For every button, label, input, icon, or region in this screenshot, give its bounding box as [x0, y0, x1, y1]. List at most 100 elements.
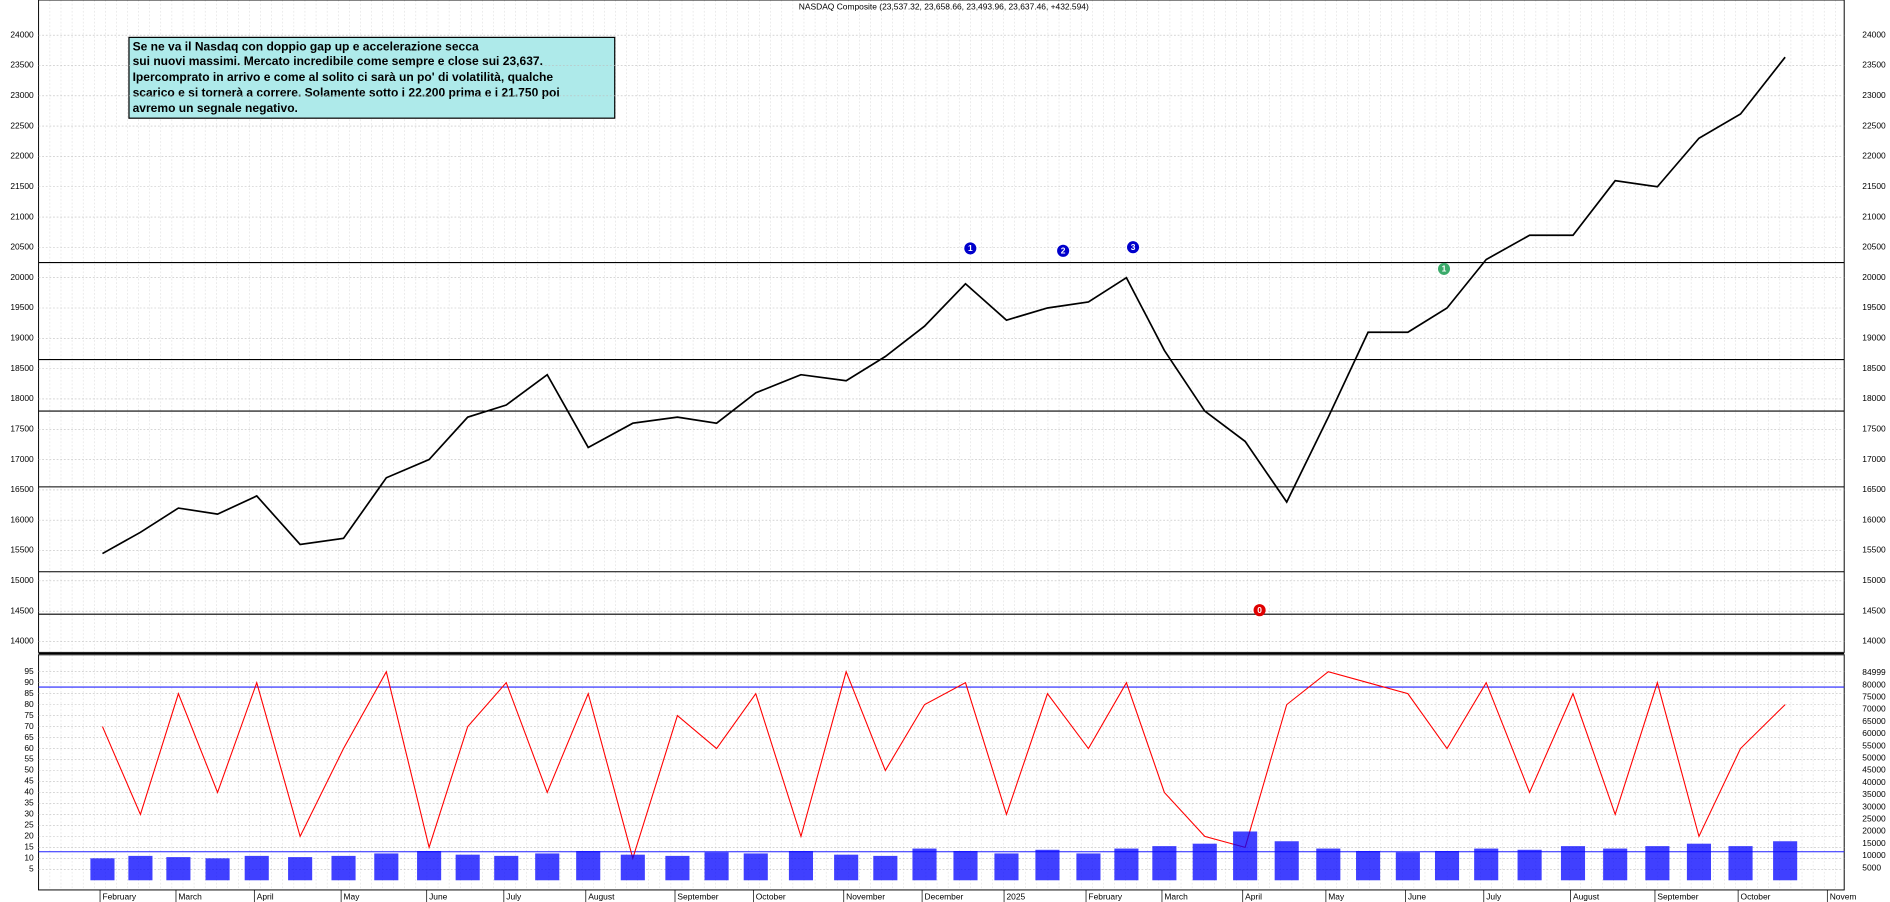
y-tick-label: 20500 [10, 242, 34, 252]
y-tick-label: 60 [24, 743, 34, 753]
y2-tick-label: 80000 [1862, 679, 1886, 689]
y-tick-label: 15 [24, 842, 34, 852]
y2-tick-label: 35000 [1862, 789, 1886, 799]
y-tick-label: 45 [24, 776, 34, 786]
volume-bar [576, 851, 601, 881]
y-tick-label: 15500 [10, 545, 34, 555]
y-tick-label: 14500 [1862, 605, 1886, 615]
y-tick-label: 14000 [1862, 636, 1886, 646]
annotation-line: Se ne va il Nasdaq con doppio gap up e a… [133, 40, 479, 54]
x-tick-label: May [344, 891, 361, 901]
volume-bar [331, 855, 356, 881]
y2-tick-label: 84999 [1862, 667, 1886, 677]
y-tick-label: 17000 [1862, 454, 1886, 464]
x-tick-label: 2025 [1006, 891, 1025, 901]
price-panel [38, 0, 1845, 653]
x-tick-label: July [506, 891, 522, 901]
marker-label: 3 [1131, 242, 1136, 252]
y-tick-label: 19500 [10, 302, 34, 312]
y-tick-label: 50 [24, 765, 34, 775]
annotation-line: avremo un segnale negativo. [133, 101, 298, 115]
y-tick-label: 19000 [10, 333, 34, 343]
y2-tick-label: 45000 [1862, 765, 1886, 775]
y2-tick-label: 65000 [1862, 716, 1886, 726]
y-tick-label: 21500 [1862, 181, 1886, 191]
volume-bar [953, 851, 978, 881]
y-tick-label: 25 [24, 820, 34, 830]
y-tick-label: 21500 [10, 181, 34, 191]
volume-bar [535, 853, 560, 881]
marker [1253, 604, 1266, 617]
volume-bar [1274, 841, 1299, 881]
y-tick-label: 16000 [1862, 514, 1886, 524]
y-tick-label: 17500 [1862, 423, 1886, 433]
volume-bar [912, 848, 937, 881]
marker-label: 1 [1442, 264, 1447, 274]
y-tick-label: 18000 [1862, 393, 1886, 403]
y-tick-label: 22500 [1862, 120, 1886, 130]
y-tick-label: 14500 [10, 605, 34, 615]
y-tick-label: 22500 [10, 120, 34, 130]
y-tick-label: 23500 [1862, 60, 1886, 70]
y-tick-label: 19500 [1862, 302, 1886, 312]
y-tick-label: 20000 [10, 272, 34, 282]
x-tick-label: October [756, 891, 786, 901]
y-tick-label: 40 [24, 787, 34, 797]
volume-bar [455, 854, 480, 881]
x-tick-label: March [1164, 891, 1188, 901]
y-tick-label: 80 [24, 699, 34, 709]
volume-bar [665, 855, 690, 881]
volume-bar [1114, 848, 1139, 881]
y-tick-label: 14000 [10, 636, 34, 646]
x-tick-label: February [102, 891, 136, 901]
x-tick-label: February [1088, 891, 1122, 901]
marker [1057, 244, 1070, 257]
marker [1437, 262, 1451, 275]
y-tick-label: 16500 [1862, 484, 1886, 494]
x-tick-label: Novem [1830, 891, 1857, 901]
y-tick-label: 18000 [10, 393, 34, 403]
y-tick-label: 95 [24, 666, 34, 676]
x-tick-label: September [1657, 891, 1698, 901]
x-tick-label: November [846, 891, 885, 901]
y-tick-label: 20 [24, 831, 34, 841]
y-tick-label: 20000 [1862, 272, 1886, 282]
volume-bar [417, 851, 442, 881]
volume-bar [288, 857, 313, 881]
y-tick-label: 70 [24, 721, 34, 731]
volume-bar [1645, 846, 1670, 881]
volume-bar [1076, 853, 1101, 881]
volume-bar [166, 857, 191, 881]
volume-bar [994, 853, 1019, 881]
y2-tick-label: 5000 [1862, 862, 1881, 872]
volume-bar [1395, 852, 1420, 881]
oscillator-panel [38, 654, 1845, 891]
y-tick-label: 5 [29, 864, 34, 874]
y-tick-label: 23000 [1862, 90, 1886, 100]
x-tick-label: September [677, 891, 718, 901]
volume-bar [205, 858, 230, 881]
annotation-line: sui nuovi massimi. Mercato incredibile c… [133, 54, 543, 68]
volume-bar [1316, 848, 1341, 881]
y2-tick-label: 70000 [1862, 704, 1886, 714]
y2-tick-label: 20000 [1862, 826, 1886, 836]
volume-bar [788, 851, 814, 881]
y2-tick-label: 75000 [1862, 692, 1886, 702]
volume-bar [1560, 846, 1586, 881]
volume-bar [374, 853, 399, 881]
x-tick-label: June [429, 891, 448, 901]
y2-tick-label: 25000 [1862, 814, 1886, 824]
volume-bar [743, 853, 768, 881]
x-tick-label: July [1486, 891, 1502, 901]
volume-bar [1152, 846, 1177, 881]
x-tick-label: December [925, 891, 964, 901]
x-tick-label: October [1741, 891, 1771, 901]
y-tick-label: 55 [24, 754, 34, 764]
volume-bar [1517, 849, 1542, 881]
x-tick-label: August [588, 891, 615, 901]
volume-bar [1192, 843, 1217, 881]
marker-label: 2 [1061, 246, 1066, 256]
volume-bar [90, 858, 115, 881]
y-tick-label: 22000 [10, 151, 34, 161]
y-tick-label: 35 [24, 798, 34, 808]
